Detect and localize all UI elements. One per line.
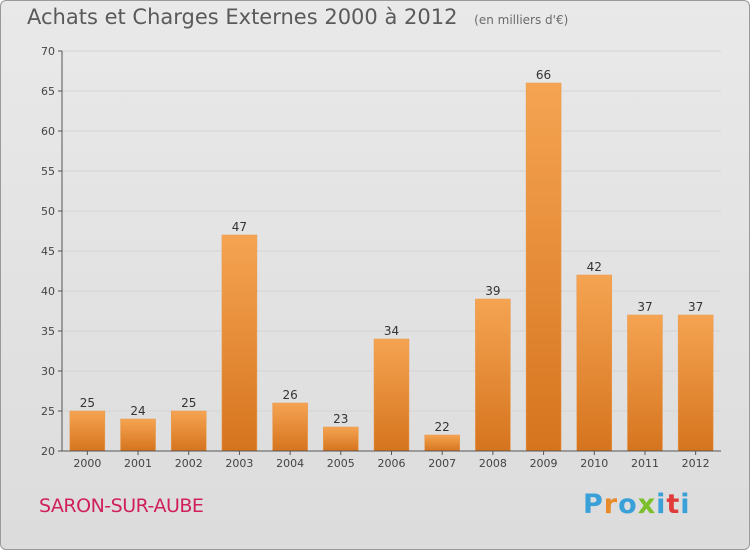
bar xyxy=(323,426,359,452)
x-tick-label: 2007 xyxy=(428,457,456,470)
bar xyxy=(373,338,410,452)
axes: 20 25 30 35 40 45 50 55 60 65 70 2000 2001 2002 2003 20… xyxy=(41,45,721,470)
bar-value-label: 26 xyxy=(282,388,297,402)
bar-value-label: 47 xyxy=(232,220,247,234)
bar-value-label: 24 xyxy=(130,404,145,418)
bar-value-label: 37 xyxy=(688,300,703,314)
bar xyxy=(221,234,258,452)
y-tick-label: 70 xyxy=(41,45,55,58)
logo-letter: P xyxy=(583,489,604,520)
logo-letter: t xyxy=(666,489,681,520)
y-tick-label: 65 xyxy=(41,85,55,98)
x-tick-label: 2001 xyxy=(124,457,152,470)
y-tick-label: 20 xyxy=(41,445,55,458)
bar xyxy=(677,314,714,452)
bar xyxy=(69,410,106,452)
y-tick-label: 30 xyxy=(41,365,55,378)
chart-title: Achats et Charges Externes 2000 à 2012 (… xyxy=(27,5,568,29)
bar-value-label: 25 xyxy=(80,396,95,410)
bar-value-label: 39 xyxy=(485,284,500,298)
logo-letter: i xyxy=(680,489,691,520)
bar-value-label: 34 xyxy=(384,324,399,338)
x-tick-label: 2005 xyxy=(327,457,355,470)
bar xyxy=(424,434,460,452)
y-tick-label: 50 xyxy=(41,205,55,218)
x-tick-label: 2002 xyxy=(175,457,203,470)
logo-letter: o xyxy=(618,489,638,520)
bar xyxy=(627,314,663,452)
bar-value-label: 23 xyxy=(333,412,348,426)
bar xyxy=(525,82,562,452)
bar-value-label: 37 xyxy=(637,300,652,314)
chart-title-text: Achats et Charges Externes 2000 à 2012 xyxy=(27,5,458,29)
x-tick-label: 2003 xyxy=(225,457,253,470)
y-tick-label: 55 xyxy=(41,165,55,178)
logo-letter: r xyxy=(603,489,619,520)
x-tick-label: 2008 xyxy=(479,457,507,470)
bar xyxy=(272,402,308,452)
logo-letter: x xyxy=(637,489,657,520)
bar-value-label: 66 xyxy=(536,68,551,82)
bar xyxy=(475,298,511,452)
logo-letter: i xyxy=(656,489,667,520)
x-tick-label: 2010 xyxy=(580,457,608,470)
bar-value-label: 42 xyxy=(587,260,602,274)
y-tick-label: 35 xyxy=(41,325,55,338)
y-tick-label: 60 xyxy=(41,125,55,138)
bar xyxy=(170,410,207,452)
chart-subtitle: (en milliers d'€) xyxy=(474,13,569,27)
commune-name: SARON-SUR-AUBE xyxy=(39,495,204,517)
y-tick-label: 40 xyxy=(41,285,55,298)
y-tick-label: 25 xyxy=(41,405,55,418)
x-tick-label: 2009 xyxy=(530,457,558,470)
x-tick-label: 2004 xyxy=(276,457,304,470)
x-tick-label: 2006 xyxy=(378,457,406,470)
y-tick-label: 45 xyxy=(41,245,55,258)
bar-value-label: 25 xyxy=(181,396,196,410)
x-tick-label: 2000 xyxy=(73,457,101,470)
bar xyxy=(120,418,156,452)
bar-value-label: 22 xyxy=(435,420,450,434)
bar xyxy=(576,274,613,452)
x-tick-label: 2011 xyxy=(631,457,659,470)
x-tick-label: 2012 xyxy=(682,457,710,470)
proxiti-logo[interactable]: Proxiti xyxy=(583,489,691,520)
bars: 25 24 25 47 26 23 34 22 39 66 42 37 37 xyxy=(69,68,714,452)
